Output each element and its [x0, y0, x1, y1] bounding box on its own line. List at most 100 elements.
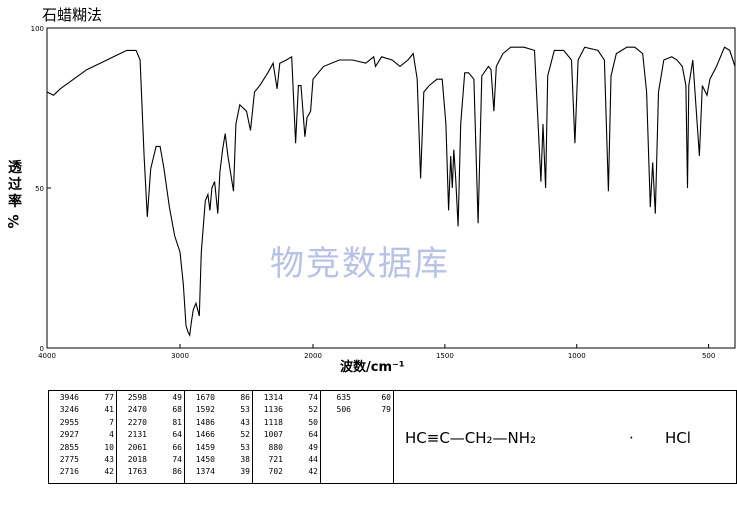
peak-table-row: 1136 52 [257, 404, 318, 416]
peak-table-column: 1670 86 1592 53 1486 43 1466 52 1459 53 1450 38 1374… [185, 391, 253, 483]
peak-wavenumber: 1314 [263, 393, 283, 402]
peak-table-row: 880 49 [257, 442, 318, 454]
peak-wavenumber: 1763 [127, 467, 147, 477]
x-tick-label: 3000 [171, 352, 189, 360]
peak-transmittance: 7 [109, 417, 114, 427]
peak-table-row: 1592 53 [189, 404, 250, 416]
peak-transmittance: 52 [240, 430, 250, 440]
y-tick-label: 50 [35, 185, 44, 193]
peak-transmittance: 66 [172, 442, 182, 452]
chemical-formula: HC≡C—CH₂—NH₂ [405, 429, 537, 447]
peak-transmittance: 81 [172, 417, 182, 427]
peak-wavenumber: 506 [336, 405, 351, 415]
peak-transmittance: 60 [381, 393, 391, 402]
formula-salt: HCl [665, 429, 691, 447]
peak-table-row: 1670 86 [189, 392, 250, 404]
plot-frame [46, 27, 736, 349]
peak-table-row: 1459 53 [189, 442, 250, 454]
peak-transmittance: 10 [104, 442, 114, 452]
peak-wavenumber: 635 [336, 393, 351, 402]
watermark: 物竞数据库 [270, 244, 450, 284]
peak-wavenumber: 721 [268, 455, 283, 465]
peak-transmittance: 68 [172, 405, 182, 415]
peak-wavenumber: 2955 [59, 417, 79, 427]
peak-wavenumber: 2775 [59, 455, 79, 465]
peak-table-row: 1374 39 [189, 466, 250, 478]
peak-transmittance: 64 [308, 430, 318, 440]
peak-wavenumber: 2927 [59, 430, 79, 440]
y-tick-label: 100 [31, 25, 44, 33]
peak-table-row: 1118 50 [257, 417, 318, 429]
peak-transmittance: 44 [308, 455, 318, 465]
spectrum-line [46, 46, 736, 337]
peak-table-column: 3946 77 3246 41 2955 7 2927 4 2855 10 2775 43 2716 42 [49, 391, 117, 483]
peak-transmittance: 4 [109, 430, 114, 440]
peak-wavenumber: 1466 [195, 430, 215, 440]
peak-wavenumber: 702 [268, 467, 283, 477]
peak-table-row: 3246 41 [53, 404, 114, 416]
peak-transmittance: 42 [104, 467, 114, 477]
x-tick-label: 1500 [436, 352, 454, 360]
peak-wavenumber: 2061 [127, 442, 147, 452]
peak-transmittance: 64 [172, 430, 182, 440]
peak-wavenumber: 1670 [195, 393, 215, 402]
peak-transmittance: 41 [104, 405, 114, 415]
peak-table-row: 2598 49 [121, 392, 182, 404]
x-tick-label: 4000 [38, 352, 56, 360]
peak-wavenumber: 2270 [127, 417, 147, 427]
peak-table-row: 1763 86 [121, 466, 182, 478]
peak-wavenumber: 1136 [263, 405, 283, 415]
peak-table-row: 1450 38 [189, 454, 250, 466]
peak-transmittance: 53 [240, 442, 250, 452]
peak-table-row: 2131 64 [121, 429, 182, 441]
peak-wavenumber: 1486 [195, 417, 215, 427]
peak-table-row: 2061 66 [121, 442, 182, 454]
peak-table-row: 2855 10 [53, 442, 114, 454]
y-tick-label: 0 [40, 345, 44, 353]
peak-transmittance: 43 [240, 417, 250, 427]
peak-wavenumber: 1118 [263, 417, 283, 427]
peak-wavenumber: 2855 [59, 442, 79, 452]
peak-table-row: 1314 74 [257, 392, 318, 404]
peak-transmittance: 74 [308, 393, 318, 402]
peak-wavenumber: 3246 [59, 405, 79, 415]
peak-wavenumber: 2470 [127, 405, 147, 415]
axis-ticks: 4000 3000 2000 1500 1000 500 0 50 100 [31, 25, 716, 360]
peak-transmittance: 74 [172, 455, 182, 465]
peak-transmittance: 86 [172, 467, 182, 477]
peak-transmittance: 53 [240, 405, 250, 415]
peak-table-row: 721 44 [257, 454, 318, 466]
peak-table-row: 2955 7 [53, 417, 114, 429]
peak-wavenumber: 3946 [59, 393, 79, 402]
peak-table-row: 2018 74 [121, 454, 182, 466]
peak-table-row: 1486 43 [189, 417, 250, 429]
x-tick-label: 2000 [304, 352, 322, 360]
x-axis-label: 波数/cm⁻¹ [340, 360, 405, 375]
formula-box: HC≡C—CH₂—NH₂ · HCl [393, 390, 737, 484]
peak-table-row: 506 79 [325, 404, 391, 416]
peak-table-column: 1314 74 1136 52 1118 50 1007 64 880 49 721 44 702 42 [253, 391, 321, 483]
peak-wavenumber: 2598 [127, 393, 147, 402]
x-tick-label: 1000 [568, 352, 586, 360]
y-axis-label-text: 透过率 [8, 160, 22, 210]
peak-table-row: 2470 68 [121, 404, 182, 416]
peak-transmittance: 42 [308, 467, 318, 477]
peak-wavenumber: 2716 [59, 467, 79, 477]
peak-table: 3946 77 3246 41 2955 7 2927 4 2855 10 2775 43 2716 42… [48, 390, 394, 484]
peak-transmittance: 50 [308, 417, 318, 427]
peak-table-column: 2598 49 2470 68 2270 81 2131 64 2061 66 2018 74 1763… [117, 391, 185, 483]
peak-transmittance: 43 [104, 455, 114, 465]
peak-transmittance: 49 [172, 393, 182, 402]
peak-wavenumber: 1374 [195, 467, 215, 477]
peak-wavenumber: 2018 [127, 455, 147, 465]
peak-wavenumber: 1450 [195, 455, 215, 465]
peak-table-row: 635 60 [325, 392, 391, 404]
peak-table-row: 2270 81 [121, 417, 182, 429]
peak-wavenumber: 2131 [127, 430, 147, 440]
peak-table-row: 2775 43 [53, 454, 114, 466]
peak-table-row: 1007 64 [257, 429, 318, 441]
peak-transmittance: 39 [240, 467, 250, 477]
peak-transmittance: 49 [308, 442, 318, 452]
chart-title: 石蜡糊法 [42, 6, 103, 24]
peak-wavenumber: 1592 [195, 405, 215, 415]
